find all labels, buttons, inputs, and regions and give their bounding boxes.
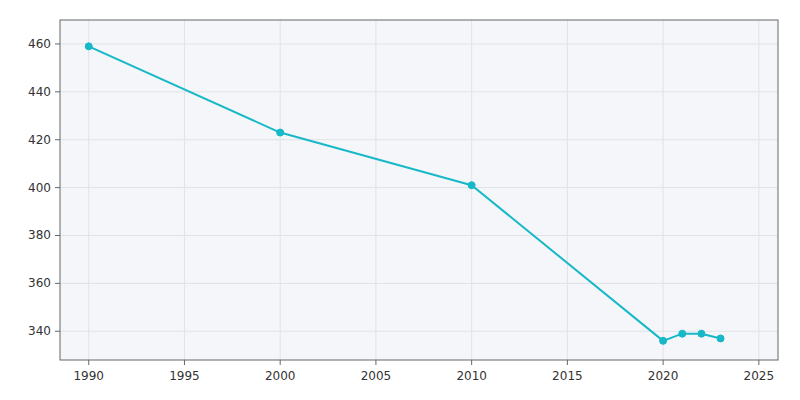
line — [89, 46, 721, 341]
x-tick-label: 2020 — [648, 369, 679, 383]
x-tick — [758, 360, 759, 365]
x-grid-line — [375, 20, 376, 360]
y-grid-line — [60, 187, 778, 188]
x-tick-label: 2025 — [744, 369, 775, 383]
page: {"chart_data": {"type": "line", "x": [19… — [0, 0, 800, 400]
y-tick-label: 340 — [28, 324, 51, 338]
series — [85, 43, 724, 345]
x-tick — [280, 360, 281, 365]
y-tick — [55, 139, 60, 140]
y-tick — [55, 43, 60, 44]
y-tick-label: 380 — [28, 228, 51, 242]
point — [85, 43, 92, 50]
x-tick-label: 1995 — [169, 369, 200, 383]
y-tick — [55, 91, 60, 92]
point — [660, 337, 667, 344]
y-tick — [55, 283, 60, 284]
y-grid-line — [60, 283, 778, 284]
x-tick — [567, 360, 568, 365]
x-tick-label: 2000 — [265, 369, 296, 383]
x-tick — [375, 360, 376, 365]
point — [468, 182, 475, 189]
y-grid-line — [60, 139, 778, 140]
x-tick-label: 2005 — [361, 369, 392, 383]
x-grid-line — [184, 20, 185, 360]
y-grid-line — [60, 235, 778, 236]
x-grid-line — [280, 20, 281, 360]
y-tick — [55, 235, 60, 236]
plot-frame — [60, 20, 778, 360]
x-grid-line — [88, 20, 89, 360]
point — [277, 129, 284, 136]
chart: 1990 1995 2000 2005 2010 2015 2020 2025 340 360 38… — [0, 0, 800, 400]
y-tick-label: 420 — [28, 133, 51, 147]
x-tick-label: 1990 — [73, 369, 104, 383]
chart-container: 1990 1995 2000 2005 2010 2015 2020 2025 340 360 38… — [0, 0, 800, 400]
x-tick-label: 2015 — [552, 369, 583, 383]
x-grid-line — [567, 20, 568, 360]
grid — [60, 20, 778, 360]
x-tick — [471, 360, 472, 365]
y-tick-label: 460 — [28, 37, 51, 51]
y-tick-label: 440 — [28, 85, 51, 99]
y-grid-line — [60, 331, 778, 332]
point — [679, 330, 686, 337]
y-tick-label: 400 — [28, 181, 51, 195]
axes: 1990 1995 2000 2005 2010 2015 2020 2025 340 360 38… — [28, 37, 774, 383]
x-grid-line — [758, 20, 759, 360]
x-tick — [184, 360, 185, 365]
x-tick-label: 2010 — [456, 369, 487, 383]
y-grid-line — [60, 91, 778, 92]
y-tick-label: 360 — [28, 276, 51, 290]
plot-area — [60, 20, 778, 360]
y-tick — [55, 187, 60, 188]
x-tick — [663, 360, 664, 365]
y-tick — [55, 331, 60, 332]
y-grid-line — [60, 43, 778, 44]
x-tick — [88, 360, 89, 365]
point — [698, 330, 705, 337]
x-grid-line — [471, 20, 472, 360]
point — [717, 335, 724, 342]
x-grid-line — [663, 20, 664, 360]
